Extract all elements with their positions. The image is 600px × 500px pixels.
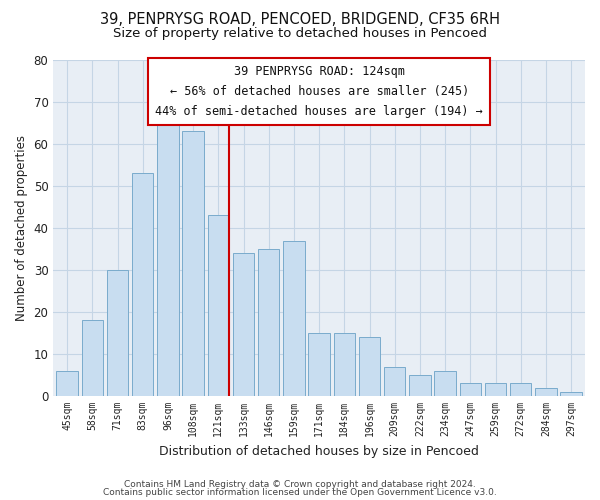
Text: 39 PENPRYSG ROAD: 124sqm
← 56% of detached houses are smaller (245)
44% of semi-: 39 PENPRYSG ROAD: 124sqm ← 56% of detach…: [155, 65, 483, 118]
Bar: [334, 333, 355, 396]
Bar: [56, 371, 78, 396]
Bar: [384, 366, 406, 396]
Bar: [132, 174, 154, 396]
Bar: [460, 384, 481, 396]
Y-axis label: Number of detached properties: Number of detached properties: [15, 135, 28, 321]
Bar: [510, 384, 532, 396]
Bar: [157, 119, 179, 396]
Bar: [485, 384, 506, 396]
Text: Contains HM Land Registry data © Crown copyright and database right 2024.: Contains HM Land Registry data © Crown c…: [124, 480, 476, 489]
Text: Contains public sector information licensed under the Open Government Licence v3: Contains public sector information licen…: [103, 488, 497, 497]
Bar: [182, 132, 204, 396]
Bar: [308, 333, 330, 396]
Bar: [233, 253, 254, 396]
Bar: [283, 240, 305, 396]
Bar: [359, 337, 380, 396]
Bar: [560, 392, 582, 396]
Text: Size of property relative to detached houses in Pencoed: Size of property relative to detached ho…: [113, 28, 487, 40]
Bar: [434, 371, 456, 396]
Bar: [82, 320, 103, 396]
Bar: [258, 249, 280, 396]
Bar: [535, 388, 557, 396]
Bar: [409, 375, 431, 396]
Bar: [107, 270, 128, 396]
X-axis label: Distribution of detached houses by size in Pencoed: Distribution of detached houses by size …: [159, 444, 479, 458]
Bar: [208, 216, 229, 396]
Text: 39, PENPRYSG ROAD, PENCOED, BRIDGEND, CF35 6RH: 39, PENPRYSG ROAD, PENCOED, BRIDGEND, CF…: [100, 12, 500, 28]
